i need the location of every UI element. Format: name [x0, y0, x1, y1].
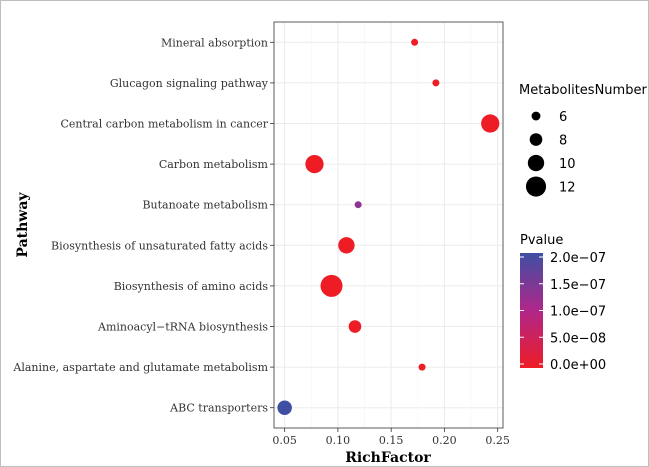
data-point [320, 274, 343, 297]
size-legend-title: MetabolitesNumber [519, 83, 647, 98]
y-tick-label: Aminoacyl−tRNA biosynthesis [97, 321, 268, 334]
y-tick-label: Carbon metabolism [159, 158, 269, 171]
x-axis: 0.05 0.10 0.15 0.20 0.25 [272, 428, 510, 447]
size-legend-label: 10 [559, 157, 576, 172]
x-tick-label: 0.05 [272, 434, 297, 447]
y-axis: ABC transporters Alanine, aspartate and g… [12, 36, 274, 415]
color-legend: Pvalue 2.0e−07 1.5e−07 1.0e−07 5.0e−08 0.0e+… [520, 233, 606, 373]
x-tick-label: 0.15 [379, 434, 404, 447]
size-legend-key [531, 111, 541, 121]
data-point [277, 400, 292, 415]
color-legend-label: 5.0e−08 [550, 331, 606, 346]
data-point [432, 79, 440, 87]
x-tick-label: 0.20 [432, 434, 457, 447]
size-legend-key [527, 154, 545, 172]
data-points [277, 38, 500, 415]
data-point [348, 320, 362, 333]
y-tick-label: Glucagon signaling pathway [110, 77, 269, 90]
y-tick-label: Biosynthesis of amino acids [114, 280, 269, 293]
data-point [354, 201, 362, 209]
y-tick-label: ABC transporters [169, 402, 268, 415]
y-tick-label: Central carbon metabolism in cancer [60, 118, 268, 131]
data-point [305, 154, 324, 174]
color-legend-label: 2.0e−07 [550, 251, 606, 266]
size-legend-label: 12 [559, 181, 576, 196]
color-legend-title: Pvalue [520, 233, 563, 248]
color-legend-label: 1.0e−07 [550, 305, 606, 320]
y-tick-label: Alanine, aspartate and glutamate metabol… [12, 361, 268, 374]
x-axis-title: RichFactor [345, 450, 431, 466]
data-point [411, 38, 419, 46]
x-tick-label: 0.25 [485, 434, 510, 447]
color-legend-label: 1.5e−07 [550, 278, 606, 293]
color-legend-label: 0.0e+00 [550, 358, 606, 373]
color-legend-bar [520, 253, 543, 368]
data-point [418, 363, 426, 371]
y-tick-label: Mineral absorption [161, 36, 268, 49]
size-legend: MetabolitesNumber 6 8 10 12 [519, 83, 647, 197]
size-legend-key [525, 176, 547, 197]
y-axis-title: Pathway [15, 192, 31, 258]
grid-lines [274, 22, 503, 428]
data-point [481, 114, 500, 133]
y-tick-label: Butanoate metabolism [142, 199, 268, 212]
plot-panel-border [273, 21, 504, 429]
y-tick-label: Biosynthesis of unsaturated fatty acids [51, 239, 268, 252]
size-legend-key [529, 133, 543, 146]
data-point [338, 237, 355, 254]
size-legend-label: 6 [559, 110, 567, 125]
x-tick-label: 0.10 [326, 434, 351, 447]
plot-panel [274, 22, 503, 428]
size-legend-label: 8 [559, 134, 567, 149]
